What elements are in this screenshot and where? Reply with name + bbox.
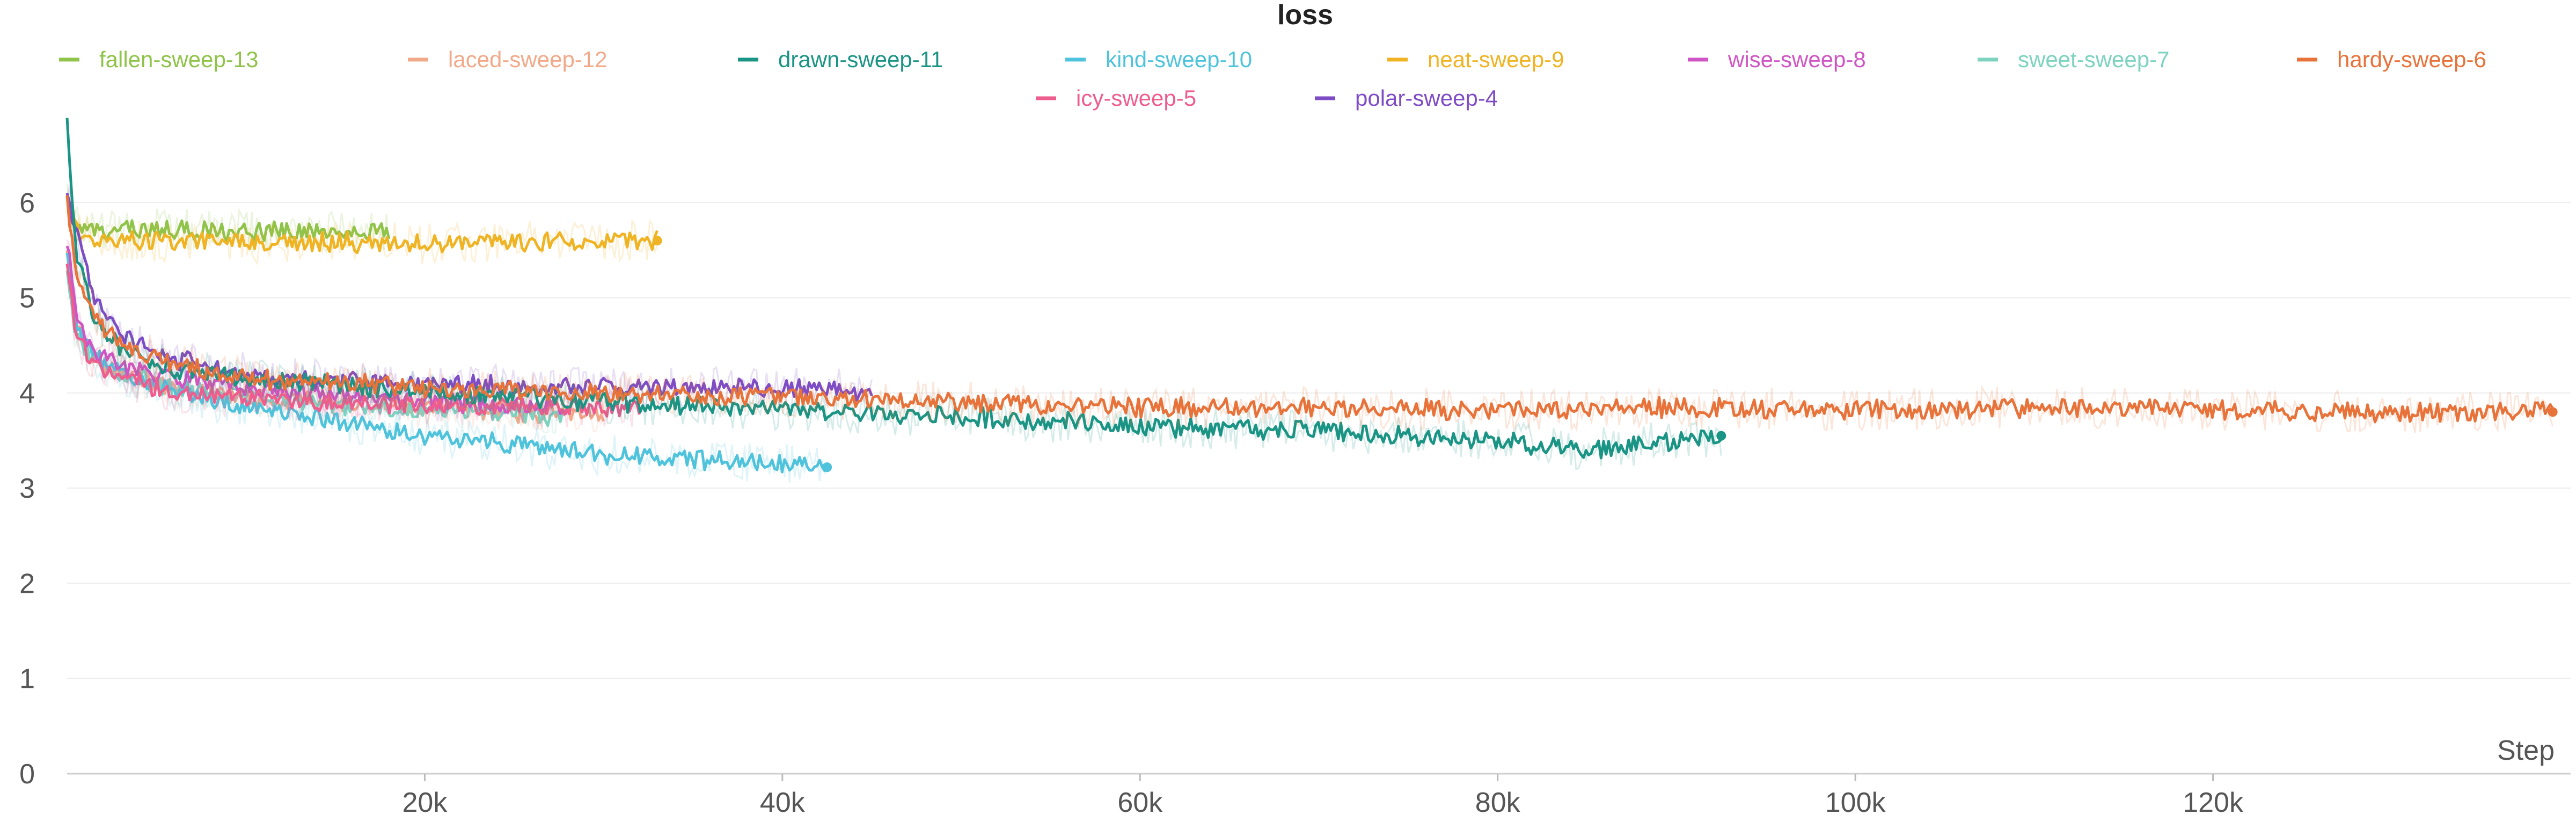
legend-label: wise-sweep-8	[1728, 47, 1866, 72]
x-tick-label: 80k	[1475, 787, 1521, 818]
legend-label: hardy-sweep-6	[2337, 47, 2486, 72]
y-axis-ticks: 0 1 2 3 4 5 6	[19, 187, 35, 790]
x-tick-label: 60k	[1117, 787, 1163, 818]
series-hardy-sweep-6	[65, 195, 2558, 433]
legend-label: fallen-sweep-13	[99, 47, 259, 72]
legend-item[interactable]: sweet-sweep-7	[1978, 47, 2169, 72]
legend-item[interactable]: icy-sweep-5	[1036, 85, 1196, 111]
series-raw-line	[66, 264, 640, 431]
legend-item[interactable]: hardy-sweep-6	[2297, 47, 2486, 72]
series-drawn-sweep-11	[65, 118, 1726, 470]
legend-label: polar-sweep-4	[1355, 85, 1498, 111]
series-icy-sweep-5	[65, 263, 641, 431]
grid	[67, 202, 2571, 775]
series-end-point	[822, 462, 832, 472]
legend-label: icy-sweep-5	[1076, 85, 1196, 111]
series-layer	[65, 118, 2558, 483]
series-line	[65, 252, 829, 474]
legend-item[interactable]: wise-sweep-8	[1688, 47, 1866, 72]
x-tick-label: 20k	[402, 787, 448, 818]
legend-item[interactable]: drawn-sweep-11	[738, 47, 943, 72]
series-line	[65, 192, 873, 402]
legend: fallen-sweep-13 laced-sweep-12 drawn-sweep…	[59, 47, 2486, 111]
series-line	[65, 263, 641, 418]
x-tick-label: 40k	[760, 787, 806, 818]
legend-label: sweet-sweep-7	[2018, 47, 2169, 72]
y-tick-label: 5	[19, 283, 35, 314]
x-axis-label: Step	[2497, 735, 2555, 766]
legend-label: kind-sweep-10	[1106, 47, 1252, 72]
series-line	[65, 245, 569, 416]
x-tick-label: 100k	[1825, 787, 1886, 818]
series-fallen-sweep-13	[65, 184, 391, 254]
series-end-point	[1716, 431, 1726, 441]
series-end-point	[652, 236, 662, 246]
legend-label: laced-sweep-12	[448, 47, 608, 72]
series-neat-sweep-9	[65, 196, 662, 266]
x-axis-ticks: 20k 40k 60k 80k 100k 120k	[402, 774, 2244, 818]
series-raw-line	[67, 201, 2554, 433]
legend-item[interactable]: polar-sweep-4	[1315, 85, 1498, 111]
y-tick-label: 1	[19, 664, 35, 695]
series-line	[65, 197, 391, 243]
y-tick-label: 0	[19, 759, 35, 790]
series-kind-sweep-10	[65, 245, 832, 483]
legend-item[interactable]: fallen-sweep-13	[59, 47, 259, 72]
legend-label: neat-sweep-9	[1428, 47, 1564, 72]
y-tick-label: 4	[19, 378, 35, 409]
legend-item[interactable]: kind-sweep-10	[1065, 47, 1252, 72]
chart-title: loss	[1277, 0, 1333, 31]
y-tick-label: 2	[19, 568, 35, 599]
series-line	[65, 195, 2554, 424]
legend-item[interactable]: neat-sweep-9	[1387, 47, 1564, 72]
series-end-point	[2548, 407, 2558, 417]
y-tick-label: 6	[19, 187, 35, 219]
series-line	[65, 196, 658, 254]
x-tick-label: 120k	[2183, 787, 2244, 818]
legend-label: drawn-sweep-11	[778, 47, 943, 72]
legend-item[interactable]: laced-sweep-12	[408, 47, 608, 72]
y-tick-label: 3	[19, 473, 35, 504]
